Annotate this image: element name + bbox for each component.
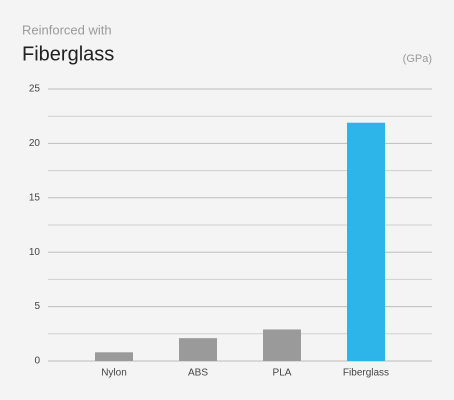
x-tick-label: Nylon [101, 368, 127, 379]
bar [179, 338, 217, 361]
y-tick-label: 0 [34, 356, 40, 367]
x-tick-label: Fiberglass [343, 368, 389, 379]
y-tick-label: 25 [29, 84, 41, 95]
y-tick-label: 15 [29, 192, 41, 203]
x-tick-label: ABS [188, 368, 208, 379]
bar [347, 122, 385, 361]
x-tick-label: PLA [273, 368, 292, 379]
y-tick-label: 10 [29, 247, 41, 258]
unit-label: (GPa) [403, 53, 432, 65]
y-tick-label: 5 [34, 301, 40, 312]
chart-title: Fiberglass [22, 43, 114, 65]
bar [263, 329, 301, 361]
chart-subtitle: Reinforced with [22, 22, 112, 37]
y-tick-label: 20 [29, 138, 41, 149]
bar [95, 352, 133, 361]
